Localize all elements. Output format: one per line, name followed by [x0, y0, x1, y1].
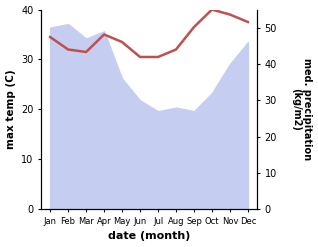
X-axis label: date (month): date (month)	[108, 231, 190, 242]
Y-axis label: max temp (C): max temp (C)	[5, 70, 16, 149]
Y-axis label: med. precipitation
(kg/m2): med. precipitation (kg/m2)	[291, 58, 313, 161]
